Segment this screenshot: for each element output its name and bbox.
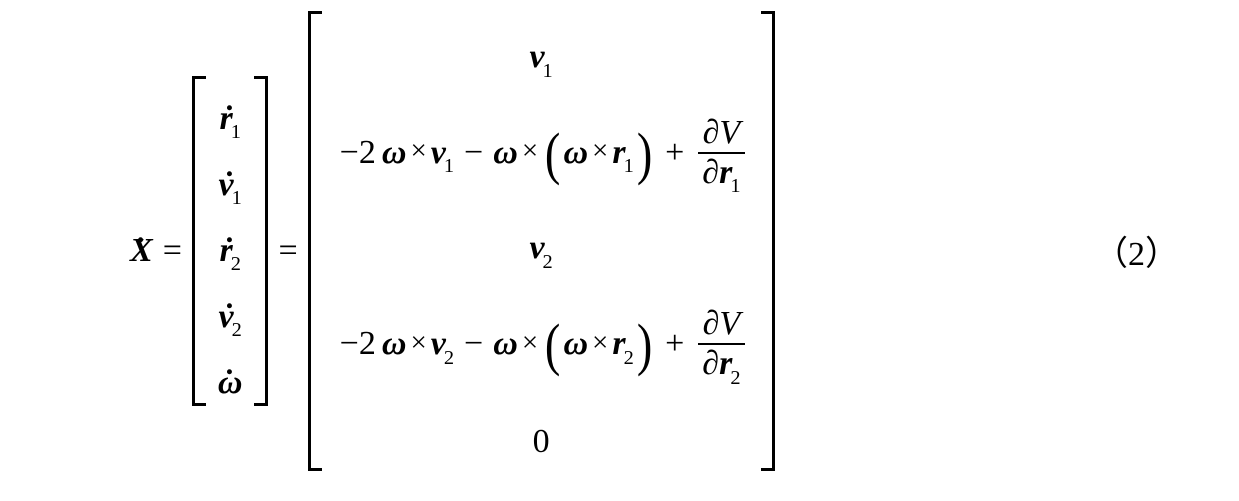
- dot-icon: .: [226, 85, 234, 116]
- equals-sign: =: [268, 232, 307, 270]
- bracket-right-icon: [761, 11, 775, 471]
- symbol-v1-dot: . v 1: [219, 168, 242, 202]
- subscript: 1: [232, 188, 242, 208]
- symbol-omega-dot: . ω: [218, 366, 243, 400]
- subscript: 1: [624, 157, 634, 177]
- times-icon: ×: [406, 326, 430, 359]
- left-vector: . r 1 . v 1 . r 2: [192, 76, 269, 426]
- minus-two: −2: [334, 134, 382, 172]
- subscript: 1: [231, 122, 241, 142]
- minus-two: −2: [334, 325, 382, 363]
- zero: 0: [533, 423, 550, 461]
- fraction-numerator: ∂ V: [699, 305, 745, 343]
- times-icon: ×: [588, 326, 612, 359]
- dot-icon: .: [137, 217, 145, 248]
- vector-entry: 0: [533, 423, 550, 461]
- vector-entry: v 1: [529, 40, 552, 74]
- vector-entry: −2 ω × v 1 − ω × ( ω: [334, 114, 749, 192]
- symbol-V: V: [719, 307, 740, 341]
- symbol-omega: ω: [382, 327, 407, 361]
- times-icon: ×: [406, 135, 430, 168]
- fraction-denominator: ∂ r 2: [698, 345, 744, 383]
- vector-entry: . r 1: [219, 102, 240, 136]
- symbol-base: ω: [493, 136, 518, 170]
- dot-icon: .: [226, 151, 234, 182]
- subscript: 1: [543, 61, 553, 81]
- partial-icon: ∂: [703, 307, 720, 341]
- vector-entry: −2 ω × v 2 − ω × ( ω: [334, 305, 749, 383]
- dot-icon: .: [226, 217, 234, 248]
- page: . X = . r 1 . v: [0, 0, 1239, 501]
- symbol-r2: r 2: [719, 347, 740, 381]
- dot-icon: .: [226, 283, 234, 314]
- symbol-r1: r 1: [612, 136, 633, 170]
- vector-entry: . v 1: [219, 168, 242, 202]
- subscript: 2: [624, 348, 634, 368]
- symbol-omega: ω: [382, 136, 407, 170]
- symbol-base: ω: [563, 136, 588, 170]
- fraction-dV-dr1: ∂ V ∂ r 1: [698, 114, 744, 192]
- minus-sign: −: [454, 325, 493, 363]
- minus-sign: −: [454, 134, 493, 172]
- vector-entry: . v 2: [219, 300, 242, 334]
- subscript: 1: [730, 177, 740, 197]
- fraction-numerator: ∂ V: [699, 114, 745, 152]
- symbol-base: ω: [382, 136, 407, 170]
- plus-sign: +: [655, 134, 694, 172]
- dot-icon: .: [226, 349, 234, 380]
- equals-sign: =: [153, 232, 192, 270]
- bracket-right-icon: [254, 76, 268, 406]
- symbol-r1-dot: . r 1: [219, 102, 240, 136]
- symbol-omega: ω: [493, 136, 518, 170]
- right-vector-entries: v 1 −2 ω × v 1 −: [322, 11, 761, 491]
- symbol-r1: r 1: [719, 156, 740, 190]
- equation: . X = . r 1 . v: [130, 0, 775, 501]
- symbol-omega: ω: [563, 327, 588, 361]
- symbol-v1: v 1: [529, 40, 552, 74]
- plus-sign: +: [655, 325, 694, 363]
- partial-icon: ∂: [702, 347, 719, 381]
- subscript: 1: [444, 157, 454, 177]
- partial-icon: ∂: [703, 116, 720, 150]
- times-icon: ×: [518, 326, 542, 359]
- symbol-V: V: [719, 116, 740, 150]
- symbol-v2-dot: . v 2: [219, 300, 242, 334]
- fraction-denominator: ∂ r 1: [698, 154, 744, 192]
- symbol-r2: r 2: [612, 327, 633, 361]
- symbol-base: V: [719, 116, 740, 150]
- symbol-base: ω: [493, 327, 518, 361]
- fraction-dV-dr2: ∂ V ∂ r 2: [698, 305, 744, 383]
- times-icon: ×: [588, 135, 612, 168]
- partial-icon: ∂: [702, 156, 719, 190]
- subscript: 2: [232, 320, 242, 340]
- symbol-X-dot: . X: [130, 234, 153, 268]
- symbol-base: ω: [563, 327, 588, 361]
- symbol-base: ω: [382, 327, 407, 361]
- times-icon: ×: [518, 135, 542, 168]
- vector-entry: v 2: [529, 231, 552, 265]
- vector-entry: . r 2: [219, 234, 240, 268]
- subscript: 2: [730, 368, 740, 388]
- vector-entry: . ω: [218, 366, 243, 400]
- subscript: 2: [543, 252, 553, 272]
- bracket-left-icon: [308, 11, 322, 471]
- symbol-r2-dot: . r 2: [219, 234, 240, 268]
- symbol-v2: v 2: [431, 327, 454, 361]
- left-vector-entries: . r 1 . v 1 . r 2: [206, 76, 255, 426]
- subscript: 2: [444, 348, 454, 368]
- symbol-omega: ω: [493, 327, 518, 361]
- symbol-base: V: [719, 307, 740, 341]
- symbol-v2: v 2: [529, 231, 552, 265]
- subscript: 2: [231, 254, 241, 274]
- right-vector: v 1 −2 ω × v 1 −: [308, 11, 775, 491]
- symbol-omega: ω: [563, 136, 588, 170]
- symbol-v1: v 1: [431, 136, 454, 170]
- equation-number: （2）: [1094, 0, 1179, 501]
- bracket-left-icon: [192, 76, 206, 406]
